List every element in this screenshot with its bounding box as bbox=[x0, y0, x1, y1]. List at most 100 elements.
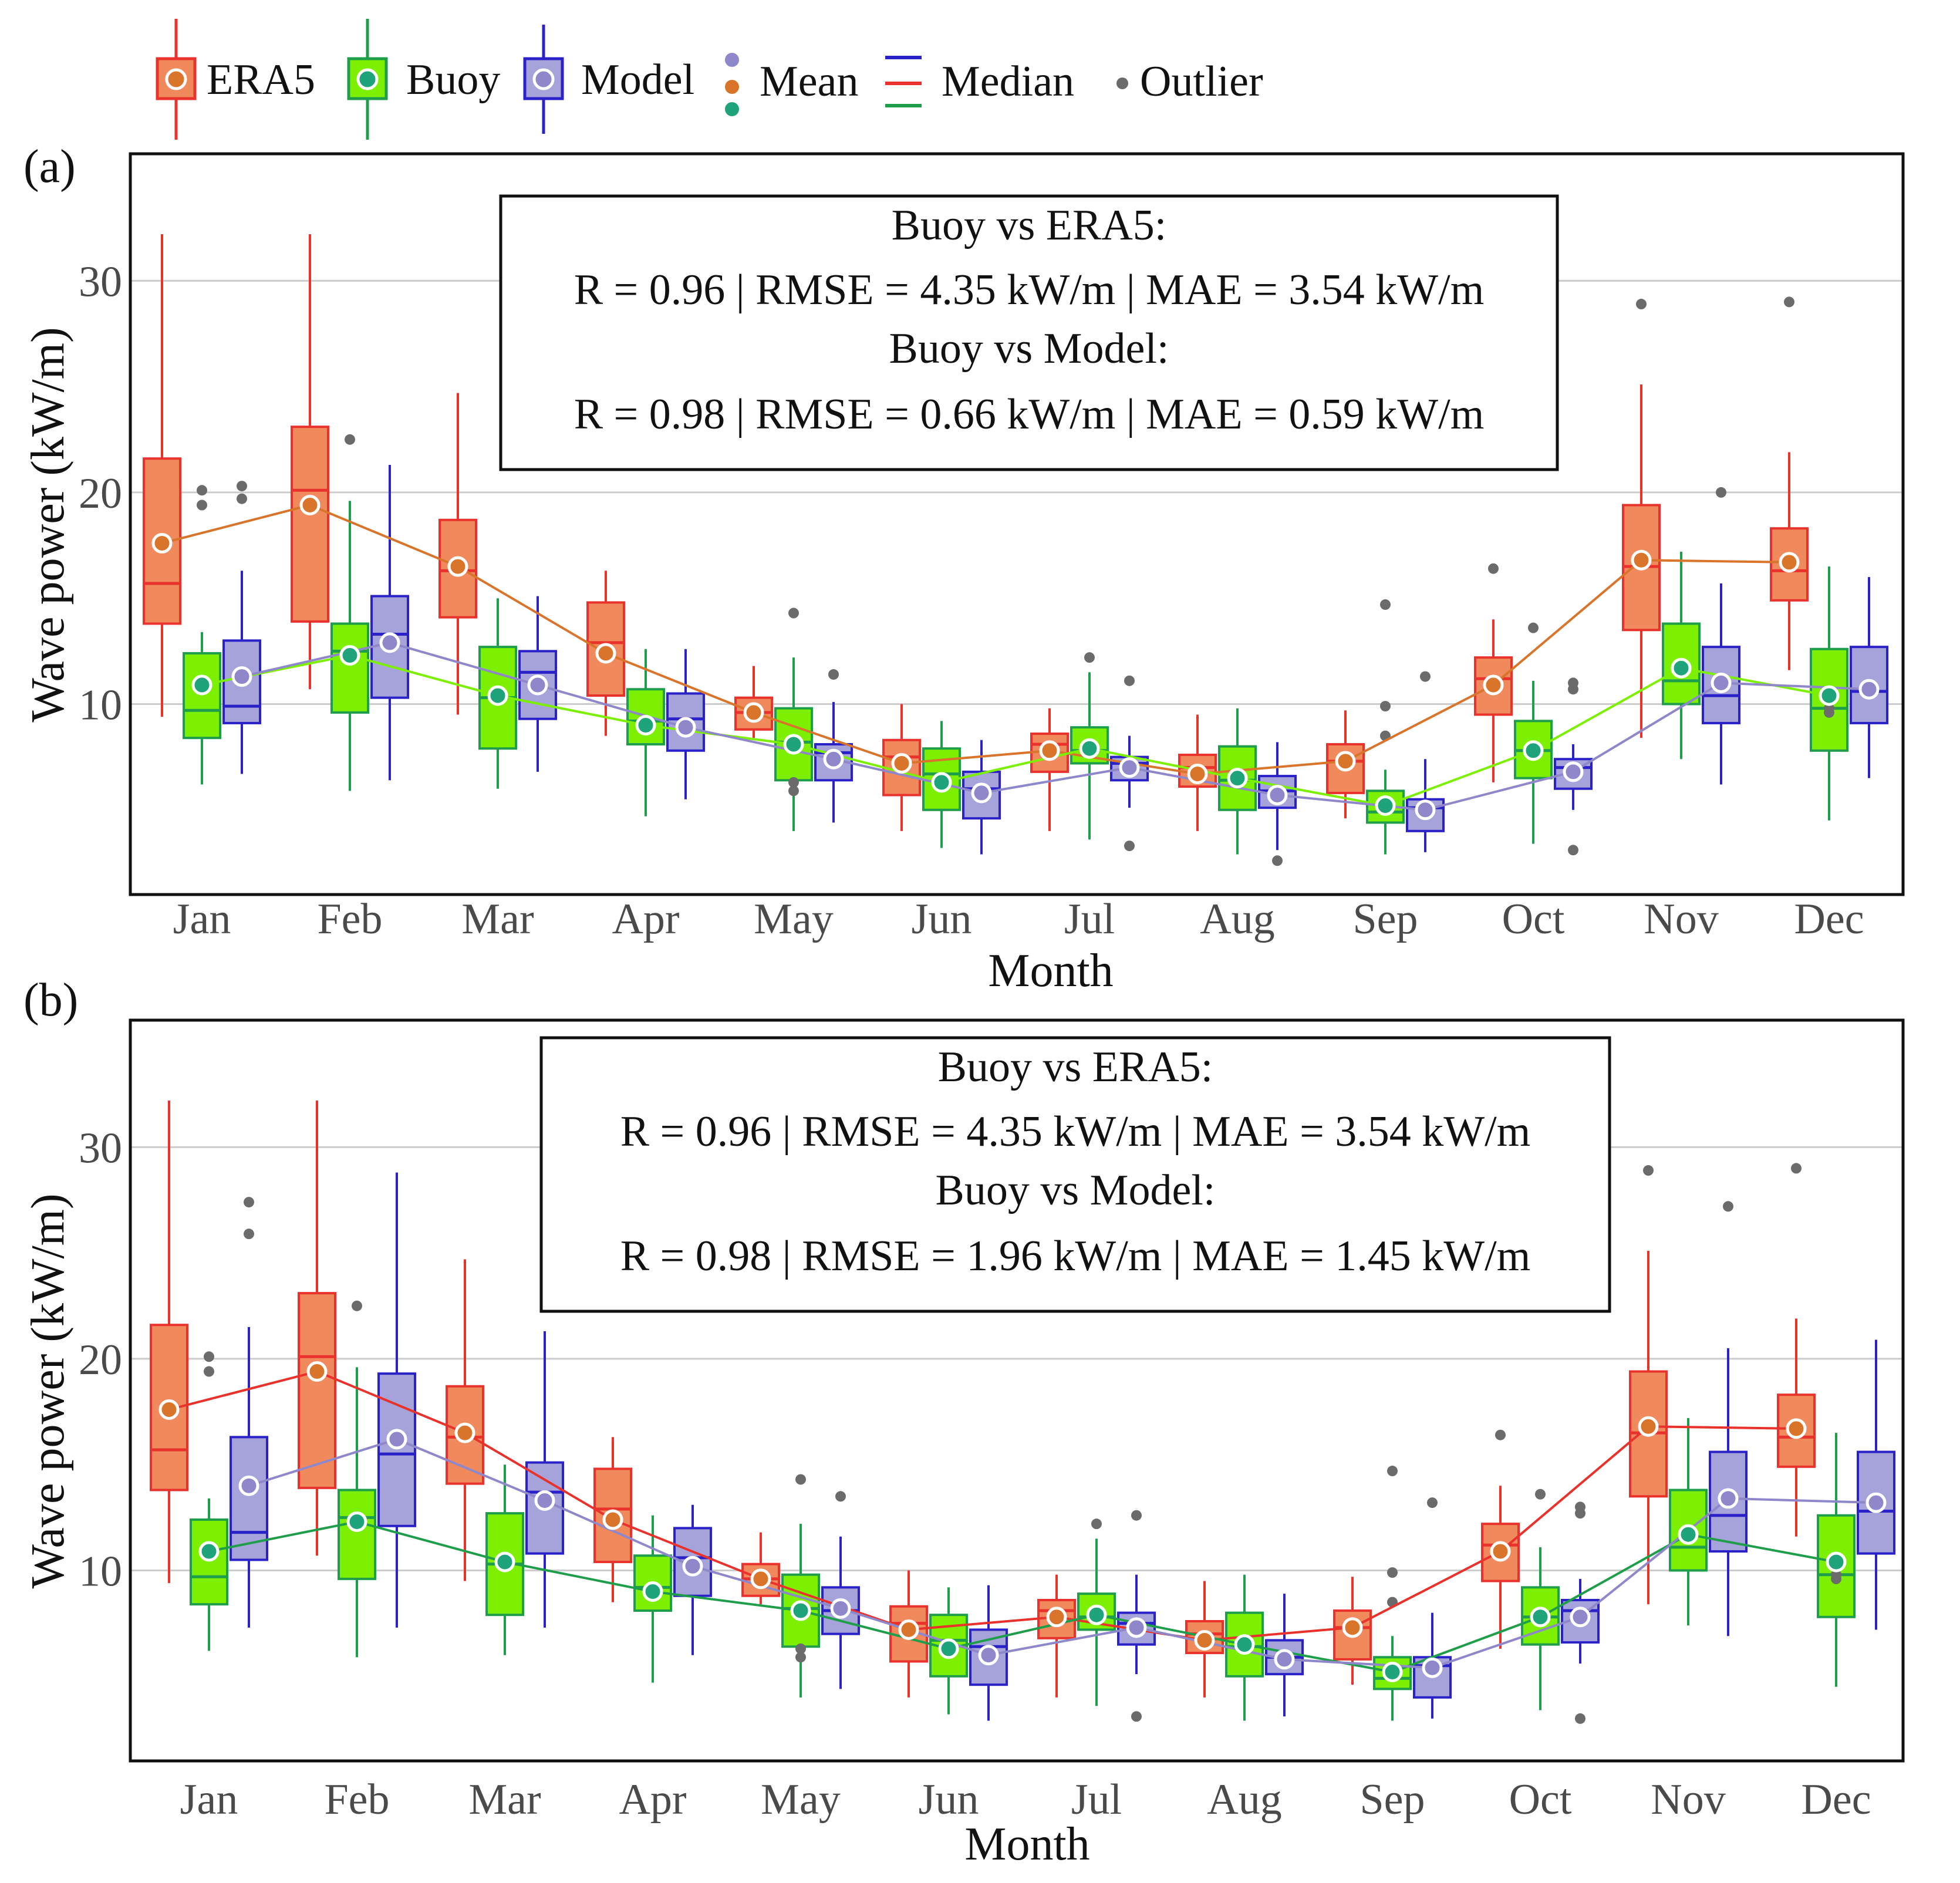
model-mean-marker bbox=[238, 1475, 259, 1496]
era5-box-feb bbox=[291, 234, 329, 690]
buoy-mean-marker bbox=[635, 715, 656, 736]
model-mean-marker bbox=[1570, 1607, 1591, 1628]
iqr-box bbox=[230, 1436, 268, 1561]
buoy-box-jan bbox=[183, 485, 221, 785]
panel-a-x-ticks: Jan Feb Mar Apr May Jun Jul Aug Sep Oct Nov Dec bbox=[173, 895, 1864, 943]
panel-a: (a) 10 20 30 Jan Feb Mar Apr May Jun Jul Aug Sep Oc… bbox=[22, 141, 1905, 997]
model-mean-marker bbox=[1119, 757, 1140, 778]
outlier-point bbox=[788, 608, 799, 619]
outlier-point bbox=[1575, 1713, 1585, 1724]
panel-b-y-ticks: 10 20 30 bbox=[79, 1124, 122, 1595]
model-box-may bbox=[814, 669, 853, 823]
buoy-box-aug bbox=[1218, 708, 1257, 855]
x-tick-label: Sep bbox=[1353, 895, 1418, 943]
outlier-point bbox=[244, 1197, 254, 1208]
y-tick-label: 20 bbox=[79, 1336, 122, 1384]
outlier-point bbox=[1568, 845, 1578, 856]
outlier-point bbox=[1488, 563, 1499, 574]
x-tick-label: Dec bbox=[1801, 1776, 1871, 1824]
iqr-box bbox=[291, 426, 329, 623]
outlier-point bbox=[1124, 675, 1135, 686]
iqr-box bbox=[1777, 1393, 1816, 1468]
outlier-point bbox=[1824, 703, 1834, 714]
buoy-mean-marker bbox=[931, 772, 952, 793]
era5-mean-marker bbox=[299, 495, 321, 516]
era5-mean-marker bbox=[1786, 1418, 1807, 1439]
model-box-mar bbox=[525, 1331, 564, 1628]
legend-era5-key bbox=[156, 19, 197, 140]
era5-box-dec bbox=[1770, 296, 1809, 670]
panel-a-x-axis-title: Month bbox=[988, 945, 1113, 997]
x-tick-label: Sep bbox=[1360, 1776, 1425, 1824]
buoy-mean-marker bbox=[339, 645, 360, 666]
panel-b-label: (b) bbox=[23, 974, 78, 1026]
legend-model-label: Model bbox=[581, 56, 694, 104]
buoy-mean-marker bbox=[1382, 1662, 1403, 1683]
outlier-point bbox=[1387, 1567, 1398, 1578]
era5-mean-marker bbox=[1194, 1629, 1215, 1651]
outlier-point bbox=[1272, 855, 1283, 866]
iqr-box bbox=[190, 1518, 228, 1606]
buoy-mean-marker bbox=[1234, 1634, 1255, 1655]
outlier-point bbox=[835, 1491, 846, 1502]
panel-a-stats-line-2: R = 0.96 | RMSE = 4.35 kW/m | MAE = 3.54… bbox=[574, 266, 1485, 314]
buoy-mean-marker bbox=[642, 1581, 663, 1602]
x-tick-label: Apr bbox=[612, 895, 679, 943]
buoy-mean-marker bbox=[1819, 685, 1840, 706]
x-tick-label: Jan bbox=[180, 1776, 238, 1824]
model-mean-marker bbox=[1865, 1492, 1887, 1513]
outlier-point bbox=[197, 500, 207, 511]
outlier-point bbox=[1091, 1518, 1102, 1530]
x-tick-label: Jul bbox=[1071, 1776, 1122, 1824]
era5-mean-marker bbox=[158, 1399, 180, 1420]
era5-box-jul bbox=[1037, 1574, 1076, 1698]
outlier-point bbox=[345, 434, 355, 445]
model-mean-marker bbox=[1126, 1617, 1147, 1638]
model-mean-marker bbox=[1563, 761, 1584, 782]
era5-mean-marker bbox=[602, 1509, 623, 1530]
outlier-point bbox=[1131, 1510, 1142, 1521]
legend: ERA5 Buoy Model Mean Median Outlier bbox=[156, 19, 1263, 140]
outlier-point bbox=[1791, 1163, 1802, 1174]
model-box-nov bbox=[1702, 487, 1740, 785]
buoy-box-may bbox=[781, 1474, 820, 1698]
buoy-box-nov bbox=[1669, 1418, 1708, 1626]
model-mean-marker bbox=[534, 1490, 555, 1511]
outlier-point bbox=[1380, 701, 1391, 712]
model-mean-marker bbox=[1858, 679, 1880, 700]
era5-mean-trend-line bbox=[161, 504, 1790, 775]
model-box-sep bbox=[1413, 1497, 1452, 1719]
panel-b-stats-box: Buoy vs ERA5: R = 0.96 | RMSE = 4.35 kW/… bbox=[539, 1036, 1611, 1313]
era5-box-nov bbox=[1629, 1165, 1668, 1605]
iqr-box bbox=[377, 1372, 416, 1527]
legend-median-label: Median bbox=[942, 58, 1074, 106]
outlier-point bbox=[237, 493, 247, 504]
panel-a-stats-line-1: Buoy vs ERA5: bbox=[892, 201, 1167, 249]
panel-b-stats-line-4: R = 0.98 | RMSE = 1.96 kW/m | MAE = 1.45… bbox=[620, 1232, 1531, 1280]
panel-b-frame bbox=[129, 1018, 1905, 1763]
y-tick-label: 20 bbox=[79, 470, 122, 518]
era5-mean-marker bbox=[454, 1422, 475, 1443]
era5-mean-trend-line bbox=[168, 1370, 1797, 1642]
era5-mean-marker bbox=[1779, 552, 1800, 573]
model-mean-marker bbox=[1415, 799, 1436, 821]
outlier-point bbox=[1636, 299, 1647, 310]
outlier-point bbox=[1575, 1501, 1585, 1513]
era5-box-may bbox=[741, 1532, 780, 1605]
y-tick-label: 10 bbox=[79, 1547, 122, 1595]
era5-box-may bbox=[734, 666, 773, 738]
model-mean-marker bbox=[527, 674, 548, 696]
model-mean-marker bbox=[231, 666, 252, 687]
panel-b-stats-line-2: R = 0.96 | RMSE = 4.35 kW/m | MAE = 3.54… bbox=[620, 1108, 1531, 1156]
outlier-point bbox=[237, 481, 247, 492]
model-box-dec bbox=[1857, 1339, 1895, 1630]
era5-box-feb bbox=[298, 1101, 336, 1556]
era5-box-dec bbox=[1777, 1163, 1816, 1537]
legend-era5-label: ERA5 bbox=[207, 56, 315, 104]
outlier-point bbox=[1427, 1497, 1438, 1509]
y-tick-label: 30 bbox=[79, 258, 122, 306]
outlier-point bbox=[1535, 1489, 1546, 1500]
outlier-point bbox=[1131, 1711, 1142, 1722]
iqr-box bbox=[298, 1292, 336, 1489]
